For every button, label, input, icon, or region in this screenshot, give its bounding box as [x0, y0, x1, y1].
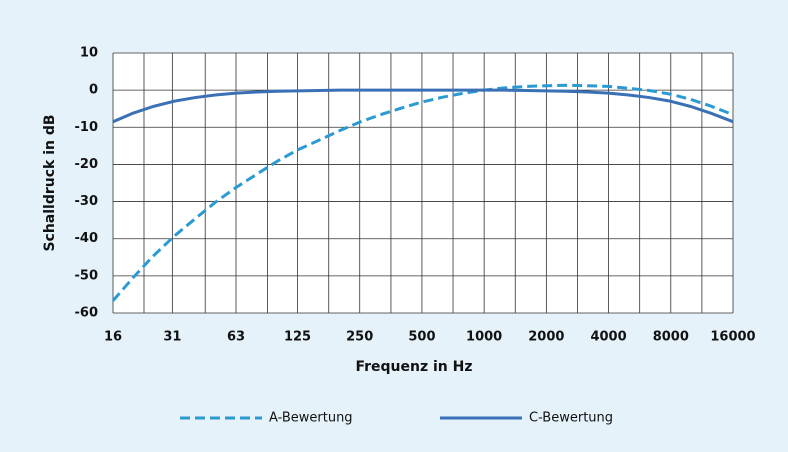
x-tick-label: 8000 — [653, 330, 689, 345]
y-tick-label: 0 — [89, 83, 98, 98]
y-tick-label: -20 — [75, 157, 99, 172]
y-tick-label: -30 — [75, 194, 99, 209]
x-axis-title: Frequenz in Hz — [355, 359, 472, 375]
series-line — [112, 88, 734, 124]
y-tick-label: 10 — [80, 46, 98, 61]
y-tick-label: -50 — [75, 268, 99, 283]
series-line — [111, 83, 734, 302]
x-tick-label: 1000 — [466, 330, 502, 345]
x-tick-label: 63 — [227, 330, 245, 345]
y-tick-label: -10 — [75, 120, 99, 135]
x-tick-label: 16 — [104, 330, 122, 345]
x-tick-label: 2000 — [528, 330, 564, 345]
x-tick-label: 31 — [163, 330, 181, 345]
y-axis-title: Schalldruck in dB — [42, 114, 58, 251]
legend-label: C-Bewertung — [529, 411, 613, 426]
y-tick-label: -60 — [75, 306, 99, 321]
x-tick-label: 500 — [408, 330, 435, 345]
x-tick-label: 16000 — [710, 330, 755, 345]
x-tick-label: 250 — [346, 330, 373, 345]
y-tick-label: -40 — [75, 231, 99, 246]
x-tick-label: 4000 — [590, 330, 626, 345]
legend-label: A-Bewertung — [269, 411, 353, 426]
x-tick-label: 125 — [284, 330, 311, 345]
